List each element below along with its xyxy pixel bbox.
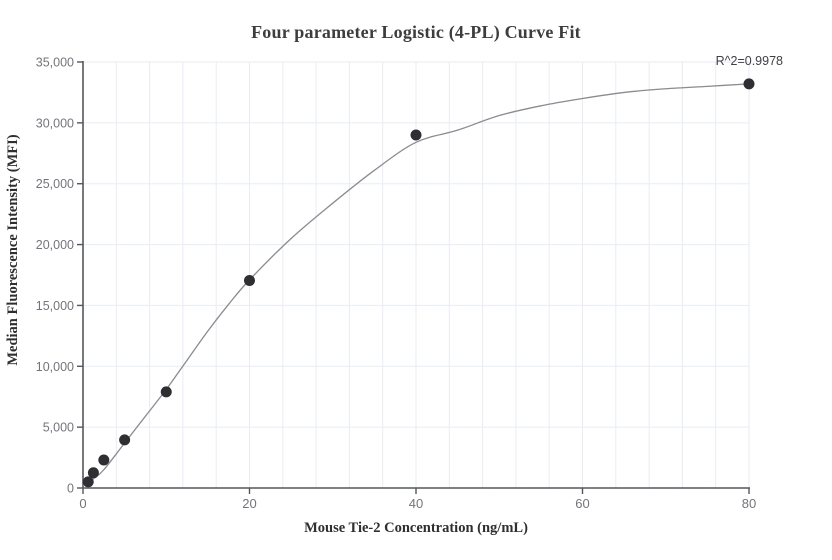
y-tick-label: 0 xyxy=(67,482,74,496)
y-tick-label: 15,000 xyxy=(36,299,74,313)
r-squared-annotation: R^2=0.9978 xyxy=(715,54,783,68)
chart-title: Four parameter Logistic (4-PL) Curve Fit xyxy=(251,22,581,42)
data-point xyxy=(244,274,255,286)
y-tick-label: 35,000 xyxy=(36,56,74,70)
data-point xyxy=(410,129,422,141)
x-tick-label: 80 xyxy=(742,496,756,511)
x-tick-label: 20 xyxy=(242,496,256,511)
y-tick-label: 25,000 xyxy=(36,177,74,191)
y-axis-title: Median Fluorescence Intensity (MFI) xyxy=(5,134,21,366)
x-tick-label: 0 xyxy=(79,496,86,511)
data-point xyxy=(119,434,131,446)
fit-curve xyxy=(82,83,750,487)
x-tick-label: 60 xyxy=(575,496,589,511)
y-tick-label: 30,000 xyxy=(36,116,74,130)
data-point xyxy=(98,454,110,466)
y-tick-label: 20,000 xyxy=(36,238,74,252)
y-tick-label: 5,000 xyxy=(43,421,74,435)
x-tick-label: 40 xyxy=(409,496,423,511)
data-point xyxy=(82,476,94,488)
data-point xyxy=(87,467,99,479)
data-point xyxy=(160,386,172,398)
x-axis-title: Mouse Tie-2 Concentration (ng/mL) xyxy=(304,520,528,536)
y-tick-label: 10,000 xyxy=(36,360,74,374)
data-point xyxy=(743,78,755,90)
